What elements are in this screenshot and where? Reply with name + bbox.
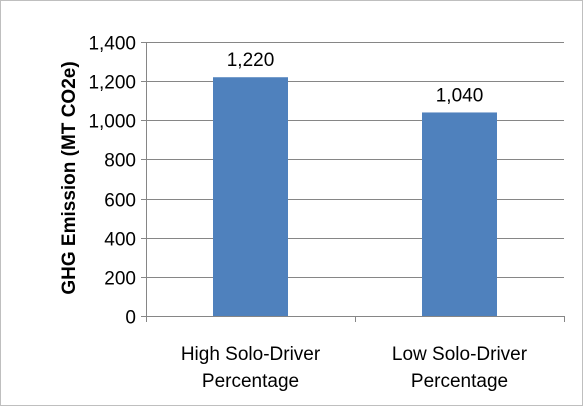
x-category-label: High Solo-Driver Percentage	[181, 344, 321, 392]
data-label: 1,040	[436, 85, 484, 106]
x-category-labels: High Solo-Driver Percentage Low Solo-Drive…	[181, 344, 528, 392]
y-tick-labels: 0 200 400 600 800 1,000 1,200 1,400	[88, 34, 136, 329]
data-labels: 1,220 1,040	[227, 50, 484, 106]
y-tick-label: 1,400	[88, 34, 136, 55]
y-tick-label: 600	[104, 191, 136, 212]
y-tick-label: 400	[104, 230, 136, 251]
bar	[422, 112, 497, 316]
gridlines	[146, 42, 564, 278]
y-tick-label: 1,000	[88, 112, 136, 133]
axes	[141, 42, 565, 322]
y-tick-label: 800	[104, 151, 136, 172]
y-axis-title: GHG Emission (MT CO2e)	[59, 61, 80, 294]
data-label: 1,220	[227, 50, 275, 71]
y-tick-label: 200	[104, 269, 136, 290]
bars	[213, 77, 497, 316]
y-tick-label: 0	[125, 308, 136, 329]
x-category-label: Low Solo-Driver Percentage	[392, 344, 528, 392]
y-tick-label: 1,200	[88, 73, 136, 94]
bar	[213, 77, 288, 316]
